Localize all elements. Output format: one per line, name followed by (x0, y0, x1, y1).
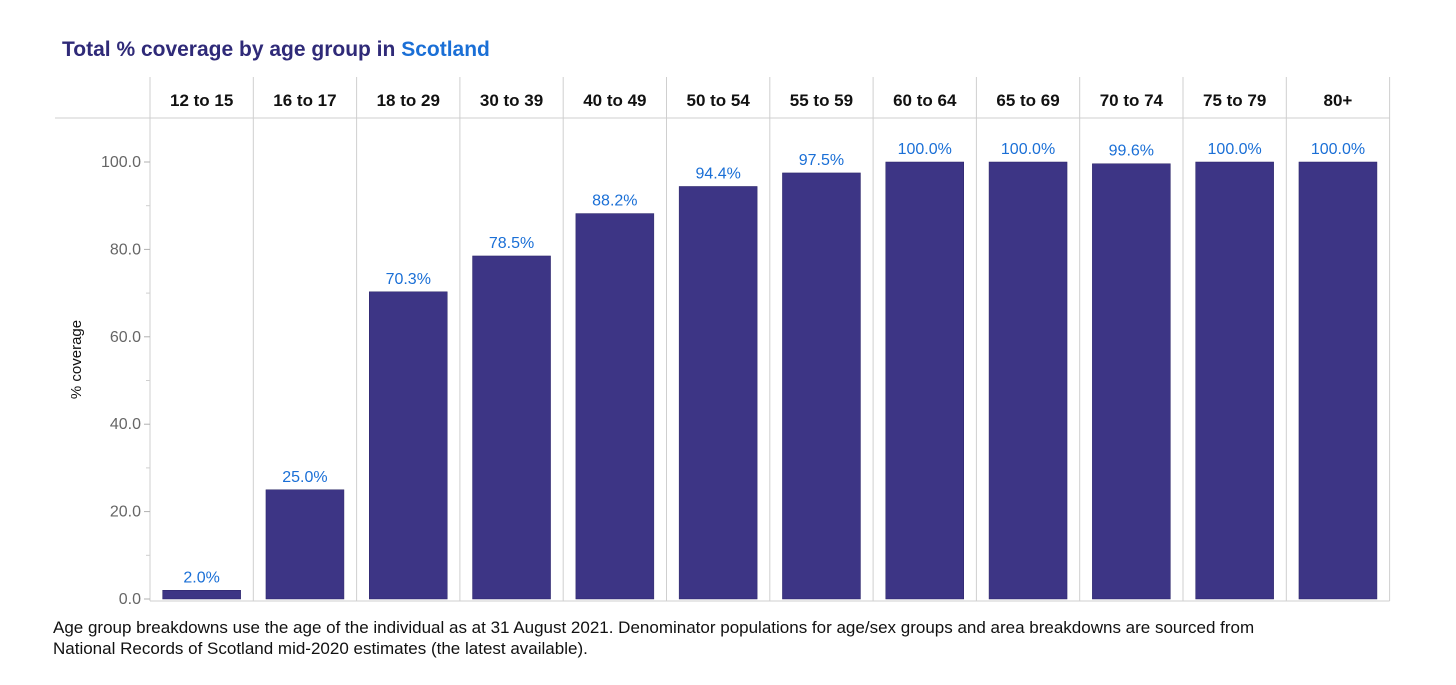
bar-value-label: 100.0% (1001, 141, 1055, 158)
y-tick-label: 100.0 (101, 154, 141, 171)
bar (369, 291, 448, 600)
chart-title-location: Scotland (401, 38, 490, 61)
bar (265, 489, 345, 600)
bar (575, 213, 655, 600)
bar-value-label: 25.0% (282, 469, 327, 486)
bar (678, 186, 758, 600)
bar-value-label: 100.0% (1208, 141, 1262, 158)
category-header: 80+ (1324, 91, 1353, 110)
footnote: Age group breakdowns use the age of the … (53, 617, 1423, 659)
bar-value-label: 100.0% (898, 141, 952, 158)
category-header: 16 to 17 (273, 91, 336, 110)
bar-value-label: 70.3% (386, 271, 431, 288)
category-header: 65 to 69 (996, 91, 1059, 110)
category-header: 75 to 79 (1203, 91, 1266, 110)
y-axis-label: % coverage (68, 320, 85, 399)
chart-title: Total % coverage by age group in Scotlan… (62, 38, 490, 62)
bar (988, 161, 1068, 600)
category-header: 70 to 74 (1100, 91, 1164, 110)
footnote-line-1: Age group breakdowns use the age of the … (53, 618, 1255, 637)
category-header: 60 to 64 (893, 91, 957, 110)
bar-chart: 12 to 15 16 to 17 18 to 29 30 to 39 40 to 49… (55, 77, 1391, 608)
category-header: 18 to 29 (377, 91, 440, 110)
bar (162, 590, 241, 600)
y-tick-label: 80.0 (110, 241, 141, 258)
bar-value-label: 88.2% (592, 193, 637, 210)
category-header: 30 to 39 (480, 91, 543, 110)
y-tick-label: 40.0 (110, 416, 141, 433)
bar-value-label: 99.6% (1109, 143, 1154, 160)
y-tick-label: 60.0 (110, 329, 141, 346)
bar-value-label: 94.4% (695, 165, 740, 182)
bar-value-label: 2.0% (183, 569, 219, 586)
chart-title-prefix: Total % coverage by age group in (62, 38, 402, 61)
footnote-line-2: National Records of Scotland mid-2020 es… (53, 639, 588, 658)
bar-value-label: 97.5% (799, 152, 844, 169)
bar (782, 172, 861, 600)
bar (1195, 161, 1274, 600)
bar (1092, 163, 1171, 600)
y-tick-label: 20.0 (110, 504, 141, 521)
category-header: 50 to 54 (686, 91, 750, 110)
bar-value-label: 100.0% (1311, 141, 1365, 158)
bar (1298, 161, 1378, 600)
category-header: 55 to 59 (790, 91, 853, 110)
bar (885, 161, 964, 600)
category-header: 40 to 49 (583, 91, 646, 110)
bar-value-label: 78.5% (489, 235, 534, 252)
category-header: 12 to 15 (170, 91, 233, 110)
bar (472, 255, 551, 600)
y-tick-label: 0.0 (119, 591, 141, 608)
